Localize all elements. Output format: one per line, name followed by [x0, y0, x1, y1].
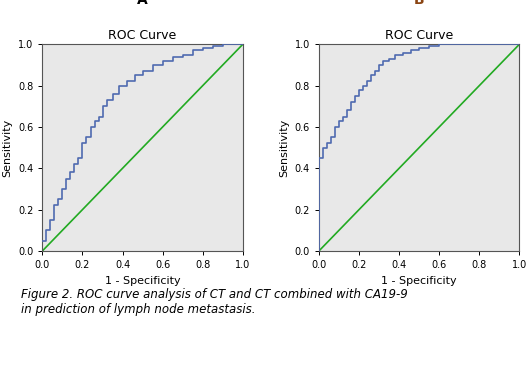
X-axis label: 1 - Specificity: 1 - Specificity: [105, 276, 180, 286]
Y-axis label: Sensitivity: Sensitivity: [3, 118, 12, 177]
Text: Figure 2. ROC curve analysis of CT and CT combined with CA19-9
in prediction of : Figure 2. ROC curve analysis of CT and C…: [21, 288, 408, 316]
Text: A: A: [137, 0, 148, 7]
Title: ROC Curve: ROC Curve: [385, 29, 453, 42]
Y-axis label: Sensitivity: Sensitivity: [279, 118, 289, 177]
X-axis label: 1 - Specificity: 1 - Specificity: [382, 276, 457, 286]
Title: ROC Curve: ROC Curve: [109, 29, 176, 42]
Text: B: B: [414, 0, 425, 7]
